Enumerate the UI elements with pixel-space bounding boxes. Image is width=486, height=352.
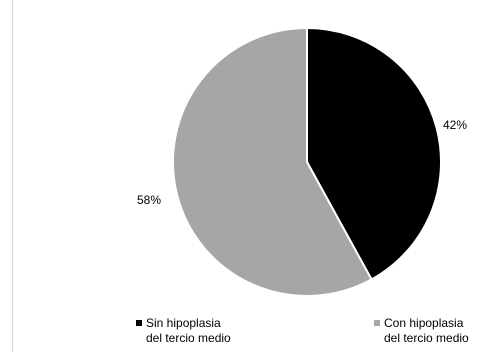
pie-slice-sin-hipoplasia: [306, 27, 443, 281]
slice-label-con-hipoplasia: 58%: [137, 193, 162, 207]
legend-label-sin-hipoplasia: Sin hipoplasia del tercio medio: [146, 316, 231, 346]
slice-label-sin-hipoplasia: 42%: [443, 118, 468, 132]
legend-label-line: Con hipoplasia: [384, 316, 464, 330]
pie-slice-con-hipoplasia: [172, 27, 373, 297]
legend-label-line: Sin hipoplasia: [146, 316, 221, 330]
legend-item-con-hipoplasia: Con hipoplasia del tercio medio: [374, 316, 469, 346]
legend-label-con-hipoplasia: Con hipoplasia del tercio medio: [384, 316, 469, 346]
legend-label-line: del tercio medio: [146, 331, 231, 345]
legend-label-line: del tercio medio: [384, 331, 469, 345]
left-divider: [12, 0, 13, 352]
legend-swatch-con-hipoplasia: [374, 320, 380, 326]
legend: Sin hipoplasia del tercio medio Con hipo…: [0, 316, 486, 352]
legend-item-sin-hipoplasia: Sin hipoplasia del tercio medio: [136, 316, 231, 346]
legend-swatch-sin-hipoplasia: [136, 320, 142, 326]
